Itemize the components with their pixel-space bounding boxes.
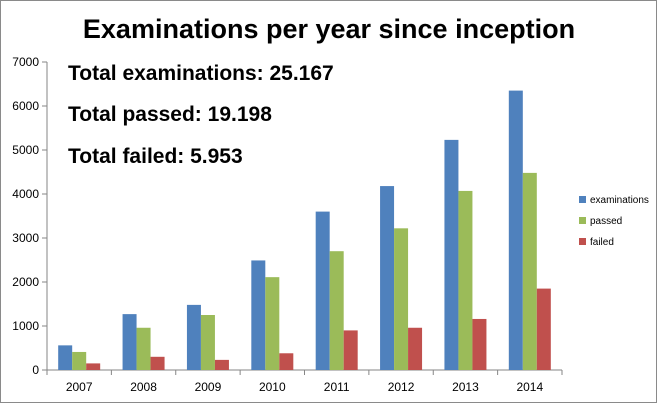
bar-failed [343, 330, 358, 370]
y-tick-label: 1000 [12, 319, 39, 333]
total-passed-annotation: Total passed: 19.198 [68, 103, 272, 126]
bar-examinations [444, 139, 459, 370]
bar-passed [394, 228, 409, 370]
total-examinations-annotation: Total examinations: 25.167 [68, 62, 334, 85]
bar-passed [136, 327, 151, 370]
x-tick-label: 2008 [130, 380, 157, 394]
bar-failed [214, 359, 229, 370]
bar-failed [86, 363, 101, 370]
bar-failed [279, 353, 294, 370]
annotations: Total examinations: 25.167 Total passed:… [68, 62, 334, 168]
bar-passed [200, 315, 215, 370]
y-tick-label: 6000 [12, 99, 39, 113]
bar-failed [150, 356, 165, 370]
y-tick-label: 3000 [12, 231, 39, 245]
bar-examinations [58, 345, 73, 370]
bar-passed [329, 251, 344, 370]
x-tick-label: 2011 [324, 380, 350, 394]
bar-examinations [186, 304, 201, 370]
bar-failed [536, 288, 551, 370]
legend-label-passed: passed [590, 216, 622, 227]
y-tick-label: 4000 [12, 187, 39, 201]
legend-swatch-examinations [579, 196, 586, 203]
y-tick-label: 7000 [12, 55, 39, 69]
bar-examinations [315, 211, 330, 370]
x-tick-label: 2013 [452, 380, 479, 394]
legend-label-examinations: examinations [590, 195, 649, 206]
x-tick-label: 2014 [516, 380, 543, 394]
legend-swatch-passed [579, 217, 586, 224]
bar-examinations [251, 260, 266, 370]
bar-examinations [508, 90, 523, 370]
y-tick-label: 0 [32, 363, 39, 377]
y-tick-label: 2000 [12, 275, 39, 289]
bars [58, 90, 551, 370]
x-tick-label: 2009 [195, 380, 222, 394]
y-axis: 0 1000 2000 3000 4000 5000 6000 7000 [12, 55, 48, 377]
legend: examinations passed failed [579, 195, 649, 248]
x-axis: 2007 2008 2009 2010 2011 2012 2013 2014 [46, 369, 563, 394]
y-tick-label: 5000 [12, 143, 39, 157]
total-failed-annotation: Total failed: 5.953 [68, 145, 243, 168]
x-tick-label: 2012 [388, 380, 415, 394]
bar-passed [458, 190, 473, 370]
chart-title: Examinations per year since inception [83, 14, 575, 44]
bar-passed [265, 277, 280, 370]
x-tick-label: 2007 [66, 380, 93, 394]
bar-examinations [122, 314, 137, 370]
bar-examinations [380, 186, 395, 370]
legend-swatch-failed [579, 238, 586, 245]
x-tick-label: 2010 [259, 380, 286, 394]
bar-passed [72, 351, 87, 370]
bar-passed [522, 172, 537, 370]
bar-failed [472, 318, 487, 370]
bar-failed [408, 327, 423, 370]
legend-label-failed: failed [590, 237, 614, 248]
